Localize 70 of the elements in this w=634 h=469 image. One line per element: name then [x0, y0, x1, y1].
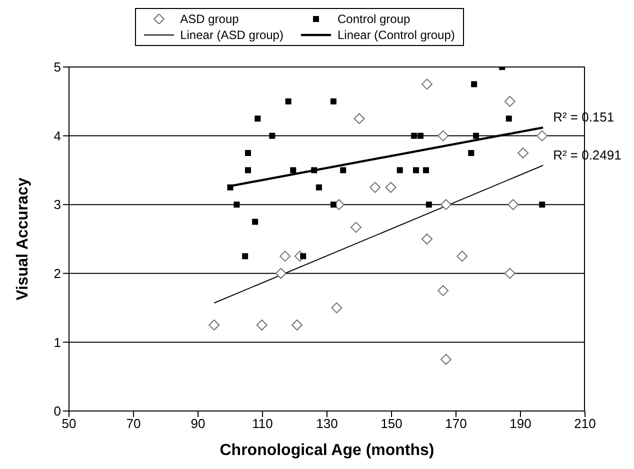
x-tick-label: 110	[252, 416, 273, 432]
point	[506, 116, 512, 122]
point	[340, 167, 346, 174]
point	[472, 132, 479, 139]
point	[275, 268, 286, 279]
point	[234, 202, 240, 208]
point	[285, 98, 292, 104]
point	[354, 113, 365, 124]
legend-label: Linear (ASD group)	[180, 28, 284, 42]
x-tick-label: 210	[574, 416, 596, 432]
point	[539, 202, 546, 208]
point	[331, 302, 342, 314]
point	[311, 167, 318, 174]
point	[244, 167, 251, 174]
y-tick-label: 2	[54, 266, 61, 282]
point	[440, 354, 452, 365]
point	[423, 167, 430, 174]
point	[254, 116, 261, 122]
point	[252, 218, 258, 225]
point	[292, 320, 303, 330]
point	[456, 250, 468, 262]
point	[330, 202, 336, 208]
point	[370, 182, 381, 193]
point	[421, 234, 432, 244]
point	[244, 150, 251, 156]
point	[290, 167, 296, 174]
point	[242, 253, 248, 260]
point	[418, 132, 424, 139]
x-tick-label: 50	[62, 416, 76, 432]
y-tick-label: 0	[54, 404, 61, 419]
point	[396, 167, 403, 174]
point	[504, 96, 516, 107]
point	[438, 285, 449, 296]
point	[411, 132, 418, 139]
point	[280, 250, 291, 262]
x-tick-label: 150	[380, 416, 402, 432]
point	[316, 184, 322, 190]
legend-label: ASD group	[180, 12, 239, 26]
point	[350, 222, 362, 233]
point	[385, 182, 396, 193]
x-tick-label: 190	[510, 416, 532, 432]
point	[471, 81, 478, 88]
point	[300, 253, 306, 260]
point	[421, 78, 432, 90]
y-tick-label: 5	[54, 60, 61, 75]
point	[227, 184, 234, 190]
x-tick-label: 170	[445, 416, 467, 432]
y-tick-label: 3	[54, 197, 61, 212]
point	[413, 167, 420, 174]
x-tick-label: 70	[126, 416, 141, 432]
point	[504, 268, 516, 279]
x-tick-label: 90	[190, 416, 206, 432]
point	[269, 132, 276, 139]
point	[256, 320, 268, 330]
x-tick-label: 130	[316, 416, 338, 432]
point	[426, 202, 432, 208]
point	[518, 148, 529, 158]
y-tick-label: 1	[54, 334, 61, 350]
x-axis-title: Chronological Age (months)	[220, 442, 434, 459]
point	[440, 199, 452, 210]
point	[536, 130, 548, 142]
point	[330, 98, 336, 104]
y-tick-label: 4	[54, 128, 61, 144]
point	[468, 150, 474, 156]
point	[208, 320, 220, 330]
legend-label: Linear (Control group)	[337, 28, 455, 42]
y-axis-title: Visual Accuracy	[14, 178, 32, 300]
legend-label: Control group	[337, 12, 410, 26]
point	[438, 130, 449, 142]
point	[508, 199, 519, 210]
